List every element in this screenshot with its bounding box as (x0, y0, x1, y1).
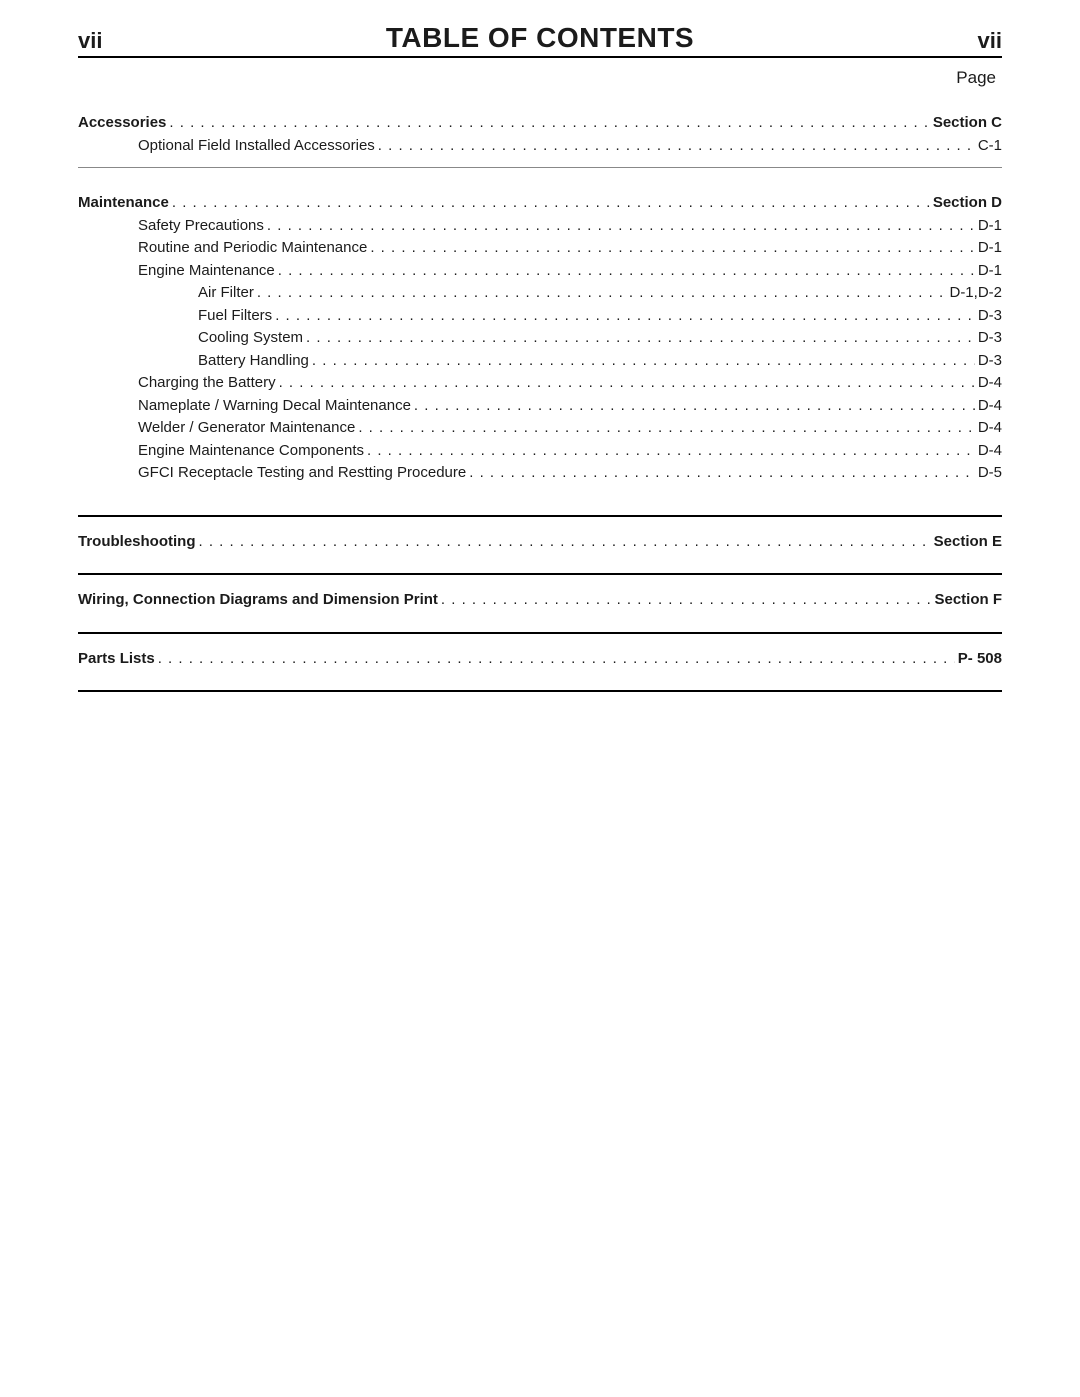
header-row: vii TABLE OF CONTENTS vii (78, 22, 1002, 58)
spacer (78, 485, 1002, 515)
toc-leader (358, 417, 974, 440)
toc-label: Routine and Periodic Maintenance (138, 237, 370, 260)
toc-leader (199, 531, 931, 554)
toc-item: Safety Precautions D-1 (78, 215, 1002, 238)
toc-label: Welder / Generator Maintenance (138, 417, 358, 440)
toc-label: Troubleshooting (78, 531, 199, 554)
page-title: TABLE OF CONTENTS (386, 22, 694, 54)
toc-leader (257, 282, 947, 305)
toc-label: Engine Maintenance (138, 260, 278, 283)
toc-item: Charging the Battery D-4 (78, 372, 1002, 395)
toc-label: GFCI Receptacle Testing and Restting Pro… (138, 462, 469, 485)
toc-label: Maintenance (78, 192, 172, 215)
toc-page: D-1 (975, 237, 1002, 260)
toc-leader (267, 215, 975, 238)
divider-thick (78, 573, 1002, 575)
toc-label: Nameplate / Warning Decal Maintenance (138, 395, 414, 418)
toc-item: Fuel Filters D-3 (78, 305, 1002, 328)
toc-page: D-4 (975, 372, 1002, 395)
divider-thick (78, 515, 1002, 517)
toc-label: Charging the Battery (138, 372, 279, 395)
page-number-left: vii (78, 28, 102, 54)
toc-page: D-1 (975, 215, 1002, 238)
spacer (78, 670, 1002, 690)
toc-page: D-3 (975, 350, 1002, 373)
toc-leader (158, 648, 955, 671)
toc-leader (469, 462, 975, 485)
toc-leader (312, 350, 975, 373)
toc-page: Section E (931, 531, 1002, 554)
spacer (78, 553, 1002, 573)
toc-page: D-4 (975, 417, 1002, 440)
section-parts: Parts Lists P- 508 (78, 648, 1002, 671)
section-accessories: Accessories Section C Optional Field Ins… (78, 112, 1002, 168)
toc-item: Engine Maintenance Components D-4 (78, 440, 1002, 463)
section-wiring: Wiring, Connection Diagrams and Dimensio… (78, 589, 1002, 612)
toc-label: Wiring, Connection Diagrams and Dimensio… (78, 589, 441, 612)
toc-heading-troubleshooting: Troubleshooting Section E (78, 531, 1002, 554)
toc-leader (172, 192, 930, 215)
toc-page: Section C (930, 112, 1002, 135)
toc-label: Fuel Filters (198, 305, 275, 328)
divider-thin (78, 167, 1002, 168)
toc-heading-maintenance: Maintenance Section D (78, 192, 1002, 215)
toc-label: Safety Precautions (138, 215, 267, 238)
toc-page: P- 508 (955, 648, 1002, 671)
toc-item: Air Filter D-1,D-2 (78, 282, 1002, 305)
toc-page: Section F (931, 589, 1002, 612)
toc-heading-accessories: Accessories Section C (78, 112, 1002, 135)
toc-label: Air Filter (198, 282, 257, 305)
toc-item: Welder / Generator Maintenance D-4 (78, 417, 1002, 440)
toc-heading-wiring: Wiring, Connection Diagrams and Dimensio… (78, 589, 1002, 612)
toc-item: Nameplate / Warning Decal Maintenance D-4 (78, 395, 1002, 418)
toc-leader (278, 260, 975, 283)
divider-thick (78, 690, 1002, 692)
toc-page: D-4 (975, 440, 1002, 463)
toc-item: Engine Maintenance D-1 (78, 260, 1002, 283)
toc-leader (367, 440, 975, 463)
toc-page: C-1 (975, 135, 1002, 158)
toc-page: D-3 (975, 305, 1002, 328)
toc-label: Optional Field Installed Accessories (138, 135, 378, 158)
toc-page: D-4 (975, 395, 1002, 418)
toc-leader (441, 589, 932, 612)
toc-leader (378, 135, 975, 158)
toc-page: D-1,D-2 (946, 282, 1002, 305)
toc-item: Routine and Periodic Maintenance D-1 (78, 237, 1002, 260)
toc-item: GFCI Receptacle Testing and Restting Pro… (78, 462, 1002, 485)
page: vii TABLE OF CONTENTS vii Page Accessori… (0, 0, 1080, 692)
toc-leader (279, 372, 975, 395)
toc-leader (370, 237, 975, 260)
toc-item: Battery Handling D-3 (78, 350, 1002, 373)
toc-label: Battery Handling (198, 350, 312, 373)
section-troubleshooting: Troubleshooting Section E (78, 531, 1002, 554)
toc-item: Cooling System D-3 (78, 327, 1002, 350)
divider-thick (78, 632, 1002, 634)
toc-label: Accessories (78, 112, 169, 135)
toc-label: Cooling System (198, 327, 306, 350)
toc-leader (306, 327, 975, 350)
toc-page: D-5 (975, 462, 1002, 485)
toc-leader (169, 112, 929, 135)
toc-heading-parts: Parts Lists P- 508 (78, 648, 1002, 671)
toc-label: Engine Maintenance Components (138, 440, 367, 463)
toc-page: D-1 (975, 260, 1002, 283)
section-maintenance: Maintenance Section D Safety Precautions… (78, 192, 1002, 485)
page-column-label: Page (78, 68, 1002, 88)
spacer (78, 612, 1002, 632)
toc-page: D-3 (975, 327, 1002, 350)
toc-leader (414, 395, 975, 418)
page-number-right: vii (978, 28, 1002, 54)
toc-item: Optional Field Installed Accessories C-1 (78, 135, 1002, 158)
toc-label: Parts Lists (78, 648, 158, 671)
toc-page: Section D (930, 192, 1002, 215)
toc-leader (275, 305, 975, 328)
